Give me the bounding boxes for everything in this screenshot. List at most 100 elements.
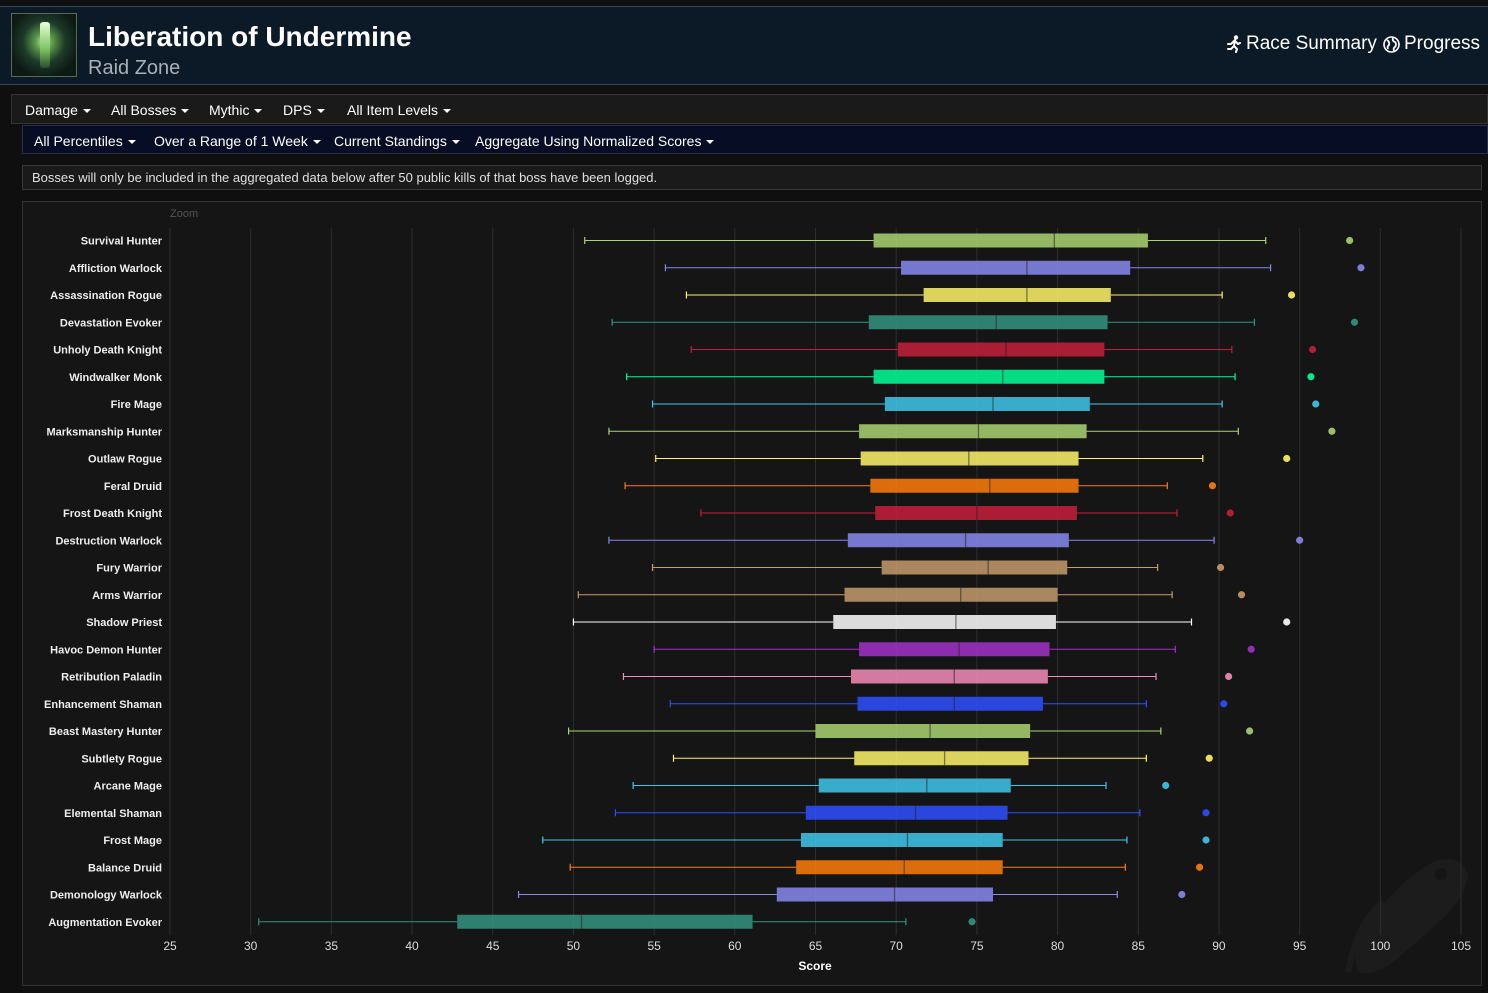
boxplot-row[interactable]: Shadow Priest <box>86 615 1291 629</box>
filter-aggregate-dropdown[interactable]: Aggregate Using Normalized Scores <box>475 133 715 149</box>
iqr-box <box>881 560 1068 575</box>
boxplot-row[interactable]: Retribution Paladin <box>61 669 1233 684</box>
boxplot-row[interactable]: Fire Mage <box>111 397 1320 411</box>
boxplot-row[interactable]: Windwalker Monk <box>69 369 1315 384</box>
outlier-point <box>1178 890 1186 899</box>
outlier-point <box>1357 264 1365 272</box>
caret-down-icon <box>82 109 91 114</box>
caret-down-icon <box>451 140 460 145</box>
spec-label: Havoc Demon Hunter <box>50 644 163 656</box>
iqr-box <box>859 642 1050 657</box>
outlier-point <box>1307 373 1315 381</box>
outlier-point <box>1296 536 1304 544</box>
outlier-point <box>1216 563 1225 572</box>
boxplot-row[interactable]: Balance Druid <box>88 860 1204 875</box>
iqr-box <box>884 397 1090 411</box>
outlier-point <box>1312 400 1320 408</box>
zone-title: Liberation of Undermine <box>88 21 412 52</box>
boxplot-row[interactable]: Frost Mage <box>103 833 1210 847</box>
outlier-point <box>1247 645 1255 653</box>
boxplot-row[interactable]: Subtlety Rogue <box>81 751 1213 766</box>
iqr-box <box>854 751 1029 766</box>
boxplot-row[interactable]: Arms Warrior <box>92 587 1246 602</box>
iqr-box <box>847 533 1069 548</box>
boxplot-svg: Zoom Survival Hunter Affliction Warlock As… <box>44 208 1471 974</box>
iqr-box <box>833 615 1056 629</box>
filter-boss-dropdown[interactable]: All Bosses <box>111 102 190 118</box>
race-summary-link[interactable]: Race Summary <box>1226 33 1377 55</box>
filter-range-dropdown[interactable]: Over a Range of 1 Week <box>154 133 321 149</box>
boxplot-row[interactable]: Havoc Demon Hunter <box>50 642 1255 657</box>
rat-logo-watermark-icon <box>1345 859 1468 974</box>
boxplot-row[interactable]: Assassination Rogue <box>50 288 1296 302</box>
outlier-point <box>1237 591 1246 599</box>
boxplot-row[interactable]: Fury Warrior <box>96 560 1225 575</box>
iqr-box <box>901 260 1131 275</box>
boxplot-row[interactable]: Arcane Mage <box>94 778 1170 793</box>
spec-label: Subtlety Rogue <box>81 753 162 765</box>
outlier-point <box>1287 291 1296 299</box>
iqr-box <box>457 914 753 929</box>
iqr-box <box>873 233 1148 248</box>
progress-label: Progress <box>1404 33 1481 54</box>
outlier-point <box>968 918 976 926</box>
zone-icon <box>11 13 77 77</box>
outlier-point <box>1208 482 1217 490</box>
x-tick-label: 70 <box>890 939 904 953</box>
zone-subtitle: Raid Zone <box>88 57 181 79</box>
boxplot-row[interactable]: Elemental Shaman <box>64 805 1210 820</box>
outlier-point <box>1350 318 1359 326</box>
boxplot-row[interactable]: Augmentation Evoker <box>48 914 976 929</box>
spec-label: Assassination Rogue <box>50 290 162 302</box>
iqr-box <box>859 424 1087 439</box>
outlier-point <box>1226 509 1234 517</box>
iqr-box <box>860 451 1079 466</box>
spec-label: Windwalker Monk <box>69 372 163 384</box>
zoom-label[interactable]: Zoom <box>170 208 198 220</box>
x-axis-label: Score <box>798 959 832 973</box>
caret-down-icon <box>181 109 190 114</box>
iqr-box <box>796 860 1003 875</box>
boxplot-row[interactable]: Demonology Warlock <box>50 887 1186 902</box>
boxplot-row[interactable]: Enhancement Shaman <box>44 696 1228 711</box>
boxplot-row[interactable]: Frost Death Knight <box>63 506 1234 520</box>
filter-difficulty-dropdown[interactable]: Mythic <box>209 102 263 118</box>
filter-item-level-dropdown[interactable]: All Item Levels <box>347 102 452 118</box>
iqr-box <box>815 724 1031 738</box>
iqr-box <box>857 696 1044 711</box>
iqr-box <box>875 506 1077 520</box>
boxplot-row[interactable]: Affliction Warlock <box>69 260 1365 275</box>
outlier-point <box>1328 427 1336 435</box>
boxplot-row[interactable]: Beast Mastery Hunter <box>49 724 1254 738</box>
score-boxplot-chart: Zoom Survival Hunter Affliction Warlock As… <box>22 201 1482 986</box>
x-tick-label: 85 <box>1132 939 1146 953</box>
spec-label: Feral Druid <box>104 481 162 493</box>
filter-metric-dropdown[interactable]: Damage <box>25 102 91 118</box>
filter-role-dropdown[interactable]: DPS <box>283 102 325 118</box>
iqr-box <box>800 833 1003 847</box>
iqr-box <box>868 315 1108 330</box>
spec-label: Demonology Warlock <box>50 890 163 902</box>
boxplot-row[interactable]: Feral Druid <box>104 478 1217 493</box>
boxplot-row[interactable]: Marksmanship Hunter <box>46 424 1336 439</box>
caret-down-icon <box>254 109 263 114</box>
spec-label: Fury Warrior <box>96 563 162 575</box>
boxplot-row[interactable]: Survival Hunter <box>81 233 1354 248</box>
caret-down-icon <box>706 140 715 145</box>
boxplot-row[interactable]: Unholy Death Knight <box>53 342 1317 357</box>
filter-standings-dropdown[interactable]: Current Standings <box>334 133 460 149</box>
iqr-box <box>776 887 994 902</box>
boxplot-row[interactable]: Outlaw Rogue <box>88 451 1291 466</box>
filter-percentile-dropdown[interactable]: All Percentiles <box>34 133 136 149</box>
x-tick-label: 55 <box>647 939 661 953</box>
boxplot-row[interactable]: Devastation Evoker <box>60 315 1359 330</box>
x-tick-label: 60 <box>728 939 742 953</box>
running-person-icon <box>1227 35 1241 53</box>
x-tick-label: 35 <box>325 939 339 953</box>
spec-label: Affliction Warlock <box>69 263 163 275</box>
progress-link[interactable]: Progress <box>1383 33 1480 55</box>
boxplot-row[interactable]: Destruction Warlock <box>55 533 1304 548</box>
x-tick-label: 95 <box>1293 939 1307 953</box>
x-tick-label: 105 <box>1451 939 1471 953</box>
spec-label: Elemental Shaman <box>64 808 162 820</box>
